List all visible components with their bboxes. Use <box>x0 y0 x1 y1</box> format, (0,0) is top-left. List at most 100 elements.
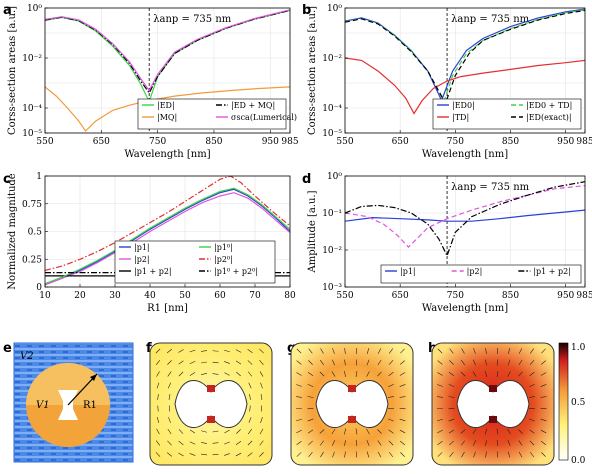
field-arrow <box>388 383 394 388</box>
legend-b: |ED0| |ED0 + TD| |TD| |ED(exact)| <box>432 98 582 130</box>
field-arrow <box>200 361 208 364</box>
plot-frame-b <box>344 7 586 134</box>
field-arrow <box>507 371 511 377</box>
y-tick-label: 10⁰ <box>27 4 42 14</box>
legend-entry: |ED| <box>157 101 175 110</box>
field-arrow <box>366 359 370 366</box>
chart-b: λanp = 735 nm 550 650 750 850 950 985 10⁰ 10⁻² 10… <box>307 4 592 160</box>
legend-d: |p1| |p2| |p1 + p2| <box>380 264 582 284</box>
field-arrow <box>178 371 184 377</box>
field-arrow <box>400 348 405 354</box>
field-arrow <box>212 350 219 352</box>
field-arrow <box>308 440 313 446</box>
field-arrow <box>236 429 241 434</box>
field-arrow <box>344 371 346 377</box>
field-arrow <box>399 418 406 422</box>
radius-arrowhead <box>90 374 97 381</box>
field-arrow <box>355 439 358 447</box>
field-arrow <box>507 451 511 458</box>
label-v1: V1 <box>36 400 50 411</box>
x-tick-label: 750 <box>447 291 464 301</box>
y-tick-label: 10⁻² <box>22 54 42 64</box>
field-arrow <box>259 371 264 377</box>
series-b-3 <box>345 9 585 106</box>
legend-a: |ED| |ED + MQ| |MQ| σsca(Lumerical) <box>137 98 297 130</box>
field-arrow <box>448 396 455 398</box>
field-arrow <box>388 418 394 422</box>
legend-entry: |ED(exact)| <box>526 113 572 122</box>
field-arrow <box>224 453 230 456</box>
x-tick-label: 650 <box>93 137 110 147</box>
legend-entry: |p2| <box>134 255 150 264</box>
legend-entry: |ED0| <box>452 101 475 110</box>
panel-label-a: a <box>3 3 12 18</box>
field-arrow <box>343 428 347 435</box>
field-arrow <box>247 371 253 377</box>
field-arrow <box>247 360 253 365</box>
field-arrow <box>167 428 172 435</box>
field-arrow <box>178 429 184 434</box>
field-arrow <box>308 348 313 354</box>
y-tick-label: 10⁻¹ <box>322 209 342 219</box>
x-tick-label: 550 <box>336 291 353 301</box>
field-arrow <box>437 384 443 387</box>
field-arrow <box>377 359 382 366</box>
field-arrow <box>355 451 358 458</box>
x-tick-label: 650 <box>392 291 409 301</box>
x-tick-label: 750 <box>149 137 166 147</box>
chart-c: 10 20 30 40 50 60 70 80 0 0.25 0.5 0.75 1 R1 [nm] Norm… <box>7 172 296 314</box>
field-arrow <box>212 361 219 364</box>
field-arrow <box>308 360 313 365</box>
field-arrow <box>296 360 302 365</box>
field-arrow <box>399 384 406 387</box>
x-tick-label: 70 <box>249 291 261 301</box>
field-arrow <box>377 440 382 446</box>
x-tick-label: 20 <box>74 291 86 301</box>
field-arrow <box>496 359 499 366</box>
field-arrow <box>399 429 406 434</box>
field-arrow <box>388 429 394 434</box>
field-arrow <box>166 452 173 457</box>
field-arrow <box>485 347 487 355</box>
annotation-b: λanp = 735 nm <box>451 14 530 25</box>
field-arrow <box>399 360 406 365</box>
field-arrow <box>400 452 405 457</box>
field-arrow <box>307 429 314 434</box>
field-arrow <box>449 360 454 365</box>
label-v2: V2 <box>20 351 34 362</box>
field-arrow <box>178 452 184 457</box>
field-arrow <box>235 360 242 365</box>
field-arrow <box>461 348 465 354</box>
field-arrow <box>518 451 523 458</box>
legend-entry: |ED0 + TD| <box>526 101 572 110</box>
legend-entry: |p1| <box>134 243 150 252</box>
field-arrow <box>518 359 523 366</box>
x-tick-label: 850 <box>205 137 222 147</box>
field-arrow <box>399 440 406 446</box>
colorbar-tick-mid: 0.5 <box>571 398 586 408</box>
field-arrow <box>437 418 443 422</box>
field-arrow <box>540 429 547 434</box>
field-arrow <box>388 371 394 377</box>
x-axis-label-c: R1 [nm] <box>147 303 188 314</box>
field-arrow <box>460 359 466 366</box>
field-arrow <box>387 407 395 410</box>
colorbar-gradient <box>558 342 569 461</box>
series-a-1 <box>45 9 290 95</box>
label-r1: R1 <box>83 400 97 411</box>
field-arrow <box>355 428 358 435</box>
x-tick-label: 950 <box>557 291 574 301</box>
series-b-0 <box>345 8 585 103</box>
field-arrow <box>540 440 547 446</box>
x-tick-label: 80 <box>284 291 296 301</box>
series-a-2 <box>45 86 290 132</box>
field-arrow <box>167 360 172 365</box>
field-arrow <box>540 418 547 422</box>
field-arrow <box>156 371 160 377</box>
field-arrow <box>344 439 346 447</box>
plot-frame-d <box>344 175 586 288</box>
y-tick-label: 10⁻⁴ <box>22 104 42 114</box>
field-arrow <box>200 453 208 456</box>
field-arrow <box>157 405 159 412</box>
